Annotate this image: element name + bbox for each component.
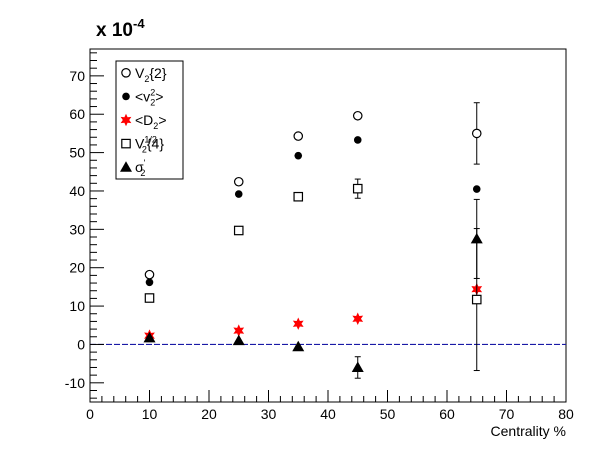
- legend-marker: [120, 113, 132, 127]
- legend-label-sub: 2: [140, 168, 145, 178]
- x-tick-label: 0: [86, 406, 94, 422]
- x-tick-label: 20: [201, 406, 217, 422]
- data-point: [233, 176, 244, 187]
- x-tick-label: 70: [499, 406, 515, 422]
- data-point: [145, 278, 154, 287]
- legend: V2{2}<v2 2><D2>V1/2 2{4}σ' 2: [115, 60, 184, 180]
- data-point: [143, 331, 156, 343]
- data-point: [471, 128, 482, 139]
- legend-label-tail: >: [155, 88, 163, 104]
- data-point: [144, 293, 155, 303]
- x-tick-label: 10: [142, 406, 158, 422]
- data-point: [232, 334, 245, 346]
- data-point: [234, 190, 243, 198]
- x-tick-label: 30: [261, 406, 277, 422]
- legend-label: V1/2 2{4}: [135, 135, 164, 155]
- series-3-points: [144, 178, 482, 372]
- axis-scale-base: x 10: [96, 20, 133, 41]
- data-point: [293, 191, 304, 202]
- data-point: [351, 361, 364, 372]
- axis-scale-exponent: -4: [133, 16, 145, 31]
- legend-label-sub: 2: [153, 121, 158, 131]
- data-point: [292, 340, 305, 352]
- y-tick-label: -10: [65, 375, 85, 391]
- legend-label-tail: {4}: [147, 136, 164, 152]
- y-tick-label: 20: [69, 260, 85, 276]
- legend-label-main: <v: [135, 88, 150, 104]
- data-point: [352, 312, 364, 325]
- data-point: [471, 294, 482, 305]
- legend-label-main: V: [135, 136, 145, 152]
- x-tick-label: 50: [380, 406, 396, 422]
- x-tick-label: 60: [439, 406, 455, 422]
- series-0-points: [144, 102, 482, 280]
- legend-marker: [121, 138, 131, 149]
- y-tick-label: 10: [69, 298, 85, 314]
- y-tick-label: 70: [69, 68, 85, 84]
- legend-label: V2{2}: [135, 65, 167, 84]
- data-point: [233, 324, 245, 337]
- data-point: [144, 269, 155, 280]
- legend-label: σ' 2: [135, 158, 146, 178]
- legend-marker: [120, 161, 132, 172]
- data-point: [353, 136, 362, 144]
- legend-label-main: V: [135, 65, 145, 81]
- legend-label-sup: 2: [150, 87, 155, 97]
- legend-marker: [122, 92, 130, 101]
- legend-label-tail: >: [158, 112, 166, 128]
- axis-scale-factor: x 10-4: [96, 16, 145, 41]
- y-tick-label: 30: [69, 221, 85, 237]
- data-point: [293, 131, 304, 141]
- data-point: [294, 151, 303, 160]
- y-tick-label: 0: [77, 336, 85, 352]
- data-point: [233, 225, 244, 236]
- data-point: [352, 110, 363, 121]
- y-tick-label: 50: [69, 145, 85, 161]
- x-tick-label: 80: [558, 406, 574, 422]
- data-point: [472, 185, 481, 193]
- legend-label-sup: ': [144, 158, 146, 168]
- series-2-points: [144, 282, 483, 342]
- legend-label-sub: 2: [142, 145, 147, 155]
- legend-label-main: <D: [135, 112, 153, 128]
- data-points: [143, 102, 483, 379]
- legend-label: <v2 2>: [135, 87, 163, 107]
- legend-label-sub: 2: [150, 97, 155, 107]
- legend-label-main: σ: [135, 159, 144, 175]
- y-tick-label: 40: [69, 183, 85, 199]
- legend-label-tail: {2}: [149, 65, 166, 81]
- x-tick-label: 40: [320, 406, 336, 422]
- y-tick-label: 60: [69, 106, 85, 122]
- x-axis-label: Centrality %: [491, 423, 566, 439]
- legend-marker: [121, 68, 131, 78]
- series-1-points: [145, 136, 481, 287]
- legend-label-sup: 1/2: [144, 135, 157, 145]
- legend-label: <D2>: [135, 112, 167, 131]
- series-4-points: [143, 198, 483, 379]
- legend-label-sub: 2: [144, 74, 149, 84]
- data-point: [352, 183, 363, 194]
- data-point: [292, 317, 304, 330]
- data-point: [470, 232, 483, 244]
